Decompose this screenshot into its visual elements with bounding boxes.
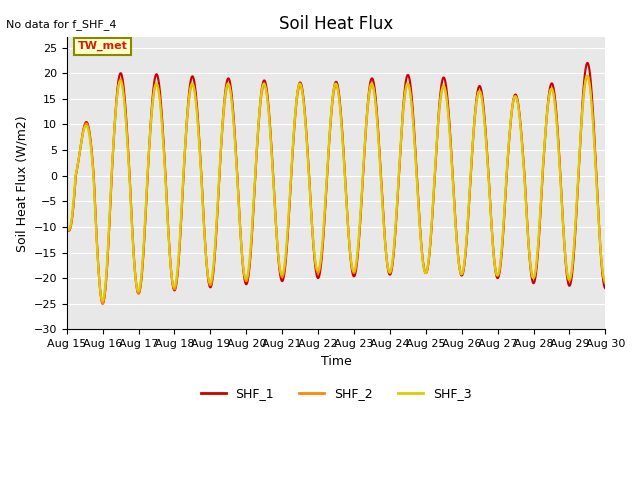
Legend: SHF_1, SHF_2, SHF_3: SHF_1, SHF_2, SHF_3 [196, 382, 477, 405]
SHF_2 [602, 280, 609, 286]
SHF_2 [538, 187, 545, 193]
SHF_2 [63, 224, 70, 230]
Y-axis label: Soil Heat Flux (W/m2): Soil Heat Flux (W/m2) [15, 115, 28, 252]
SHF_2 [490, 255, 498, 261]
Text: No data for f_SHF_4: No data for f_SHF_4 [6, 19, 117, 30]
SHF_3 [170, 284, 178, 289]
SHF_2 [243, 277, 251, 283]
Line: SHF_2: SHF_2 [67, 76, 605, 304]
Title: Soil Heat Flux: Soil Heat Flux [279, 15, 393, 33]
SHF_1 [538, 188, 545, 193]
SHF_3 [602, 277, 609, 283]
SHF_2 [170, 286, 178, 291]
X-axis label: Time: Time [321, 355, 351, 368]
SHF_2 [99, 301, 106, 307]
SHF_1 [420, 264, 428, 270]
Line: SHF_1: SHF_1 [67, 63, 605, 304]
Line: SHF_3: SHF_3 [67, 76, 605, 301]
SHF_3 [243, 274, 251, 279]
SHF_2 [420, 264, 428, 270]
SHF_1 [170, 287, 178, 293]
SHF_3 [538, 182, 545, 188]
SHF_1 [584, 60, 591, 66]
SHF_1 [63, 224, 70, 230]
SHF_1 [99, 301, 106, 307]
SHF_1 [183, 116, 191, 122]
SHF_3 [583, 73, 591, 79]
SHF_1 [602, 286, 609, 291]
SHF_3 [490, 258, 498, 264]
SHF_3 [99, 298, 106, 304]
SHF_2 [584, 73, 591, 79]
SHF_1 [490, 257, 498, 263]
SHF_2 [183, 121, 191, 127]
SHF_3 [420, 266, 428, 272]
SHF_3 [183, 117, 191, 122]
Text: TW_met: TW_met [77, 41, 127, 51]
SHF_1 [243, 280, 251, 286]
SHF_3 [63, 224, 70, 230]
